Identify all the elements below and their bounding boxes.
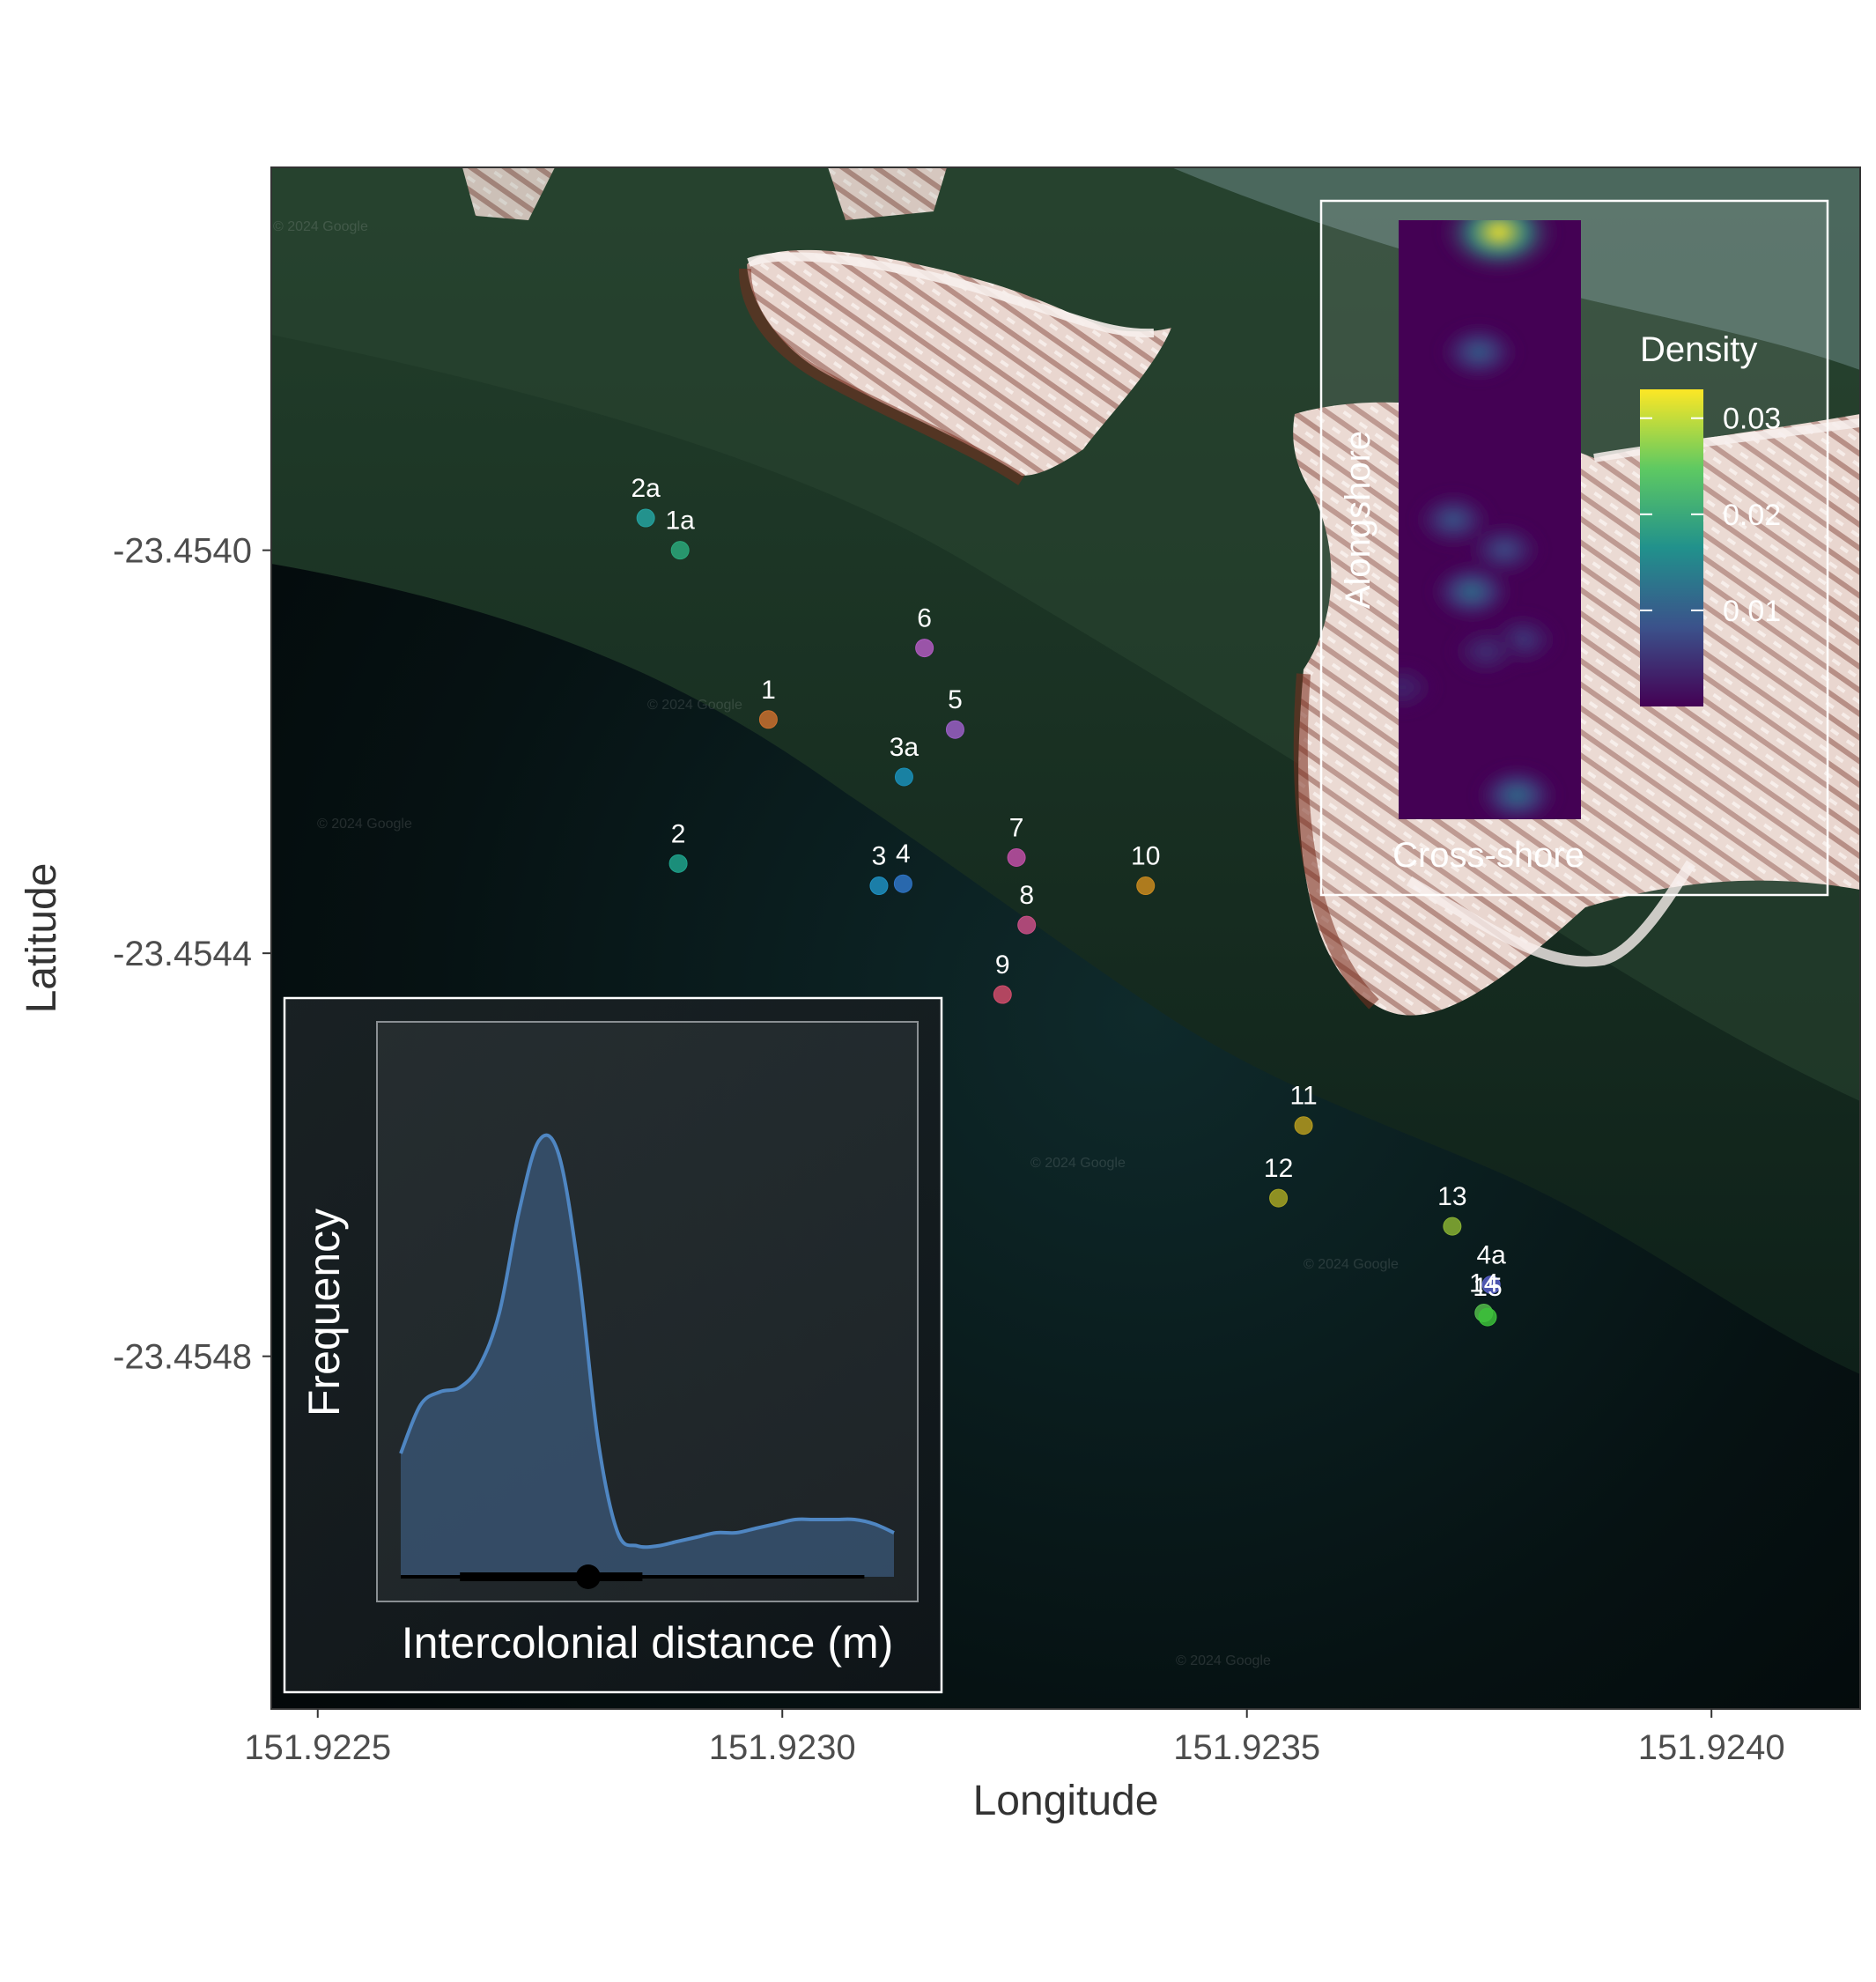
x-axis-title: Longitude	[973, 1778, 1159, 1824]
colony-label: 4a	[1476, 1240, 1506, 1269]
watermark: © 2024 Google	[1030, 1156, 1126, 1171]
colony-point	[869, 876, 889, 896]
frequency-x-label: Intercolonial distance (m)	[402, 1618, 894, 1668]
density-hotspot	[1446, 622, 1525, 681]
colony-point	[893, 874, 912, 893]
colony-point	[1136, 876, 1156, 896]
density-hotspot	[1399, 658, 1441, 716]
colony-label: 8	[1019, 881, 1034, 910]
frequency-y-label: Frequency	[299, 1209, 349, 1416]
colony-label: 2a	[631, 474, 661, 503]
y-axis-title: Latitude	[18, 863, 65, 1014]
watermark: © 2024 Google	[647, 698, 742, 713]
colony-point	[1481, 1275, 1501, 1294]
colony-label: 13	[1437, 1182, 1466, 1211]
colony-point	[1007, 847, 1026, 867]
density-hotspot	[1462, 519, 1547, 581]
colony-label: 5	[948, 685, 963, 714]
frequency-inset: Frequency Intercolonial distance (m)	[283, 996, 943, 1694]
colony-point	[993, 985, 1012, 1004]
colony-label: 2	[671, 819, 686, 848]
x-axis: 151.9225 151.9230 151.9235 151.9240	[244, 1709, 1785, 1767]
colony-point	[1017, 915, 1037, 935]
colony-point	[1269, 1188, 1289, 1208]
colony-point	[1443, 1217, 1462, 1236]
heatmap-x-label: Cross-shore	[1392, 836, 1584, 875]
colony-point	[668, 854, 688, 873]
distance-summary	[401, 1564, 865, 1589]
x-tick-label: 151.9240	[1638, 1728, 1785, 1767]
x-tick-label: 151.9225	[244, 1728, 391, 1767]
density-legend-ticks: 0.01 0.02 0.03	[1640, 403, 1781, 628]
colony-label: 1a	[665, 507, 695, 536]
colony-point	[894, 767, 913, 787]
colony-point	[670, 541, 690, 560]
colony-point	[636, 508, 655, 528]
colony-label: 6	[917, 604, 932, 633]
watermark: © 2024 Google	[1304, 1257, 1399, 1272]
y-tick-label: -23.4540	[113, 532, 252, 571]
map-background: © 2024 Google © 2024 Google © 2024 Googl…	[271, 167, 1860, 1709]
colony-label: 15	[1473, 1273, 1502, 1302]
legend-tick-label: 0.03	[1723, 403, 1781, 436]
legend-tick-label: 0.02	[1723, 499, 1781, 532]
density-inset: Alongshore Cross-shore Density 0.010.020…	[1319, 199, 1829, 897]
colony-label: 9	[995, 950, 1010, 980]
density-hotspot	[1435, 320, 1523, 384]
distance-median-point	[575, 1564, 601, 1589]
y-tick-label: -23.4548	[113, 1338, 252, 1377]
legend-tick-label: 0.01	[1723, 595, 1781, 628]
colony-label: 3	[872, 842, 887, 871]
colony-label: 1	[761, 676, 776, 705]
density-line	[399, 1133, 895, 1549]
colony-point	[758, 710, 778, 729]
y-axis: -23.4540 -23.4544 -23.4548	[113, 532, 271, 1377]
density-hotspot	[1472, 762, 1562, 819]
density-area	[401, 1135, 894, 1577]
colony-point	[1294, 1116, 1313, 1135]
colony-label: 7	[1009, 813, 1024, 842]
colony-label: 12	[1264, 1154, 1293, 1183]
colony-label: 3a	[890, 733, 920, 762]
colony-label: 14	[1469, 1268, 1498, 1298]
y-tick-label: -23.4544	[113, 935, 252, 973]
colony-point	[1478, 1307, 1497, 1327]
density-colorbar	[1640, 389, 1703, 706]
colony-label: 4	[896, 839, 911, 869]
watermark: © 2024 Google	[273, 219, 368, 234]
colony-point	[915, 639, 934, 658]
density-heatmap	[1399, 220, 1581, 819]
map-panel-border	[270, 166, 1861, 1710]
density-legend-title: Density	[1640, 330, 1757, 369]
colony-point	[945, 720, 964, 739]
density-hotspot	[1437, 220, 1561, 277]
watermark: © 2024 Google	[317, 817, 412, 832]
heatmap-y-label: Alongshore	[1339, 431, 1377, 609]
colony-label: 10	[1131, 842, 1160, 871]
colony-label: 11	[1289, 1082, 1317, 1111]
watermark: © 2024 Google	[1176, 1653, 1271, 1668]
x-tick-label: 151.9230	[709, 1728, 856, 1767]
x-tick-label: 151.9235	[1173, 1728, 1320, 1767]
